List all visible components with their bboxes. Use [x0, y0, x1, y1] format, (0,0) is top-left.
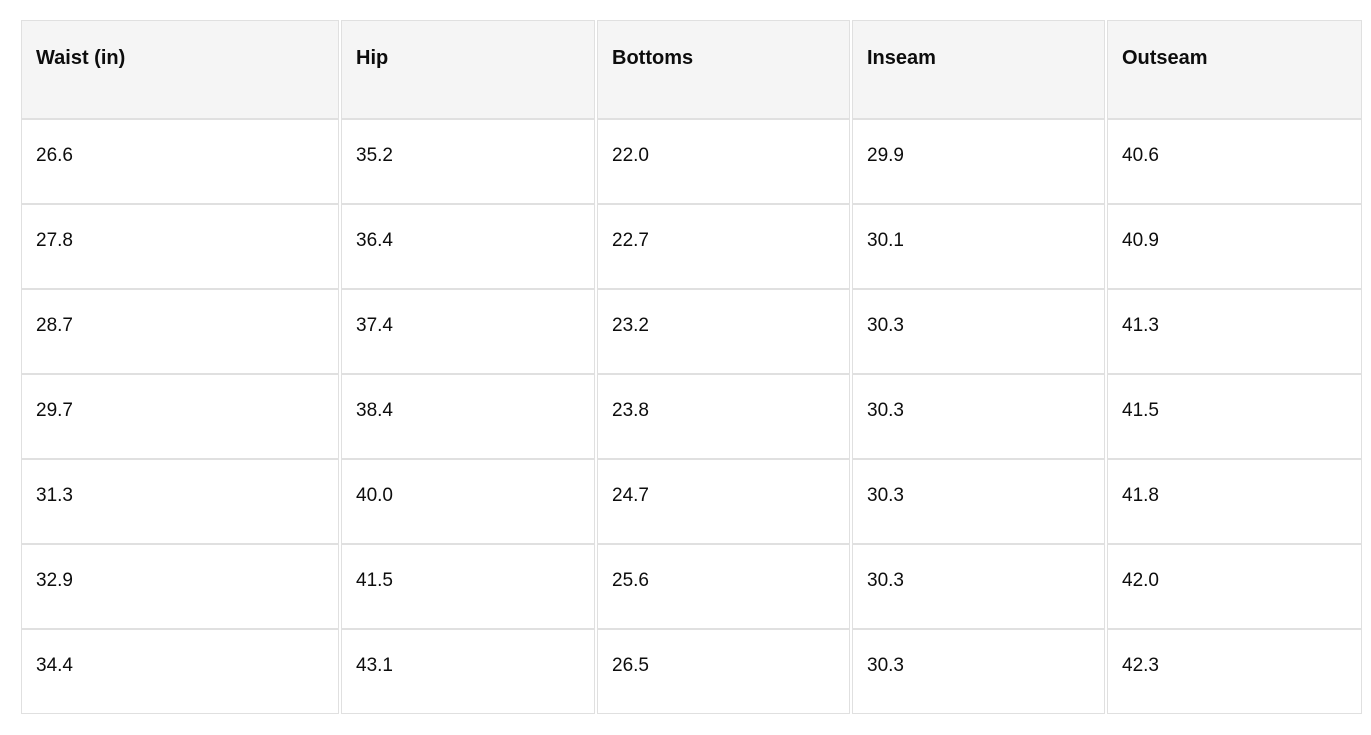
table-cell: 22.0 [597, 119, 850, 204]
column-header-outseam: Outseam [1107, 20, 1362, 119]
table-cell: 32.9 [21, 544, 339, 629]
table-cell: 24.7 [597, 459, 850, 544]
table-cell: 37.4 [341, 289, 595, 374]
table-cell: 26.6 [21, 119, 339, 204]
table-row: 28.7 37.4 23.2 30.3 41.3 [21, 289, 1362, 374]
table-row: 32.9 41.5 25.6 30.3 42.0 [21, 544, 1362, 629]
table-body: 26.6 35.2 22.0 29.9 40.6 27.8 36.4 22.7 … [21, 119, 1362, 714]
table-cell: 42.0 [1107, 544, 1362, 629]
table-cell: 41.8 [1107, 459, 1362, 544]
table-cell: 40.9 [1107, 204, 1362, 289]
table-cell: 29.9 [852, 119, 1105, 204]
table-cell: 29.7 [21, 374, 339, 459]
table-cell: 30.3 [852, 629, 1105, 714]
table-row: 27.8 36.4 22.7 30.1 40.9 [21, 204, 1362, 289]
table-cell: 38.4 [341, 374, 595, 459]
table-cell: 23.8 [597, 374, 850, 459]
table-cell: 26.5 [597, 629, 850, 714]
table-cell: 42.3 [1107, 629, 1362, 714]
table-cell: 41.3 [1107, 289, 1362, 374]
table-cell: 36.4 [341, 204, 595, 289]
table-cell: 41.5 [1107, 374, 1362, 459]
table-cell: 22.7 [597, 204, 850, 289]
table-cell: 25.6 [597, 544, 850, 629]
table-cell: 40.0 [341, 459, 595, 544]
table-cell: 41.5 [341, 544, 595, 629]
table-cell: 30.3 [852, 544, 1105, 629]
column-header-bottoms: Bottoms [597, 20, 850, 119]
table-cell: 27.8 [21, 204, 339, 289]
table-cell: 30.3 [852, 289, 1105, 374]
column-header-hip: Hip [341, 20, 595, 119]
table-row: 34.4 43.1 26.5 30.3 42.3 [21, 629, 1362, 714]
table-cell: 40.6 [1107, 119, 1362, 204]
table-cell: 35.2 [341, 119, 595, 204]
table-cell: 28.7 [21, 289, 339, 374]
table-cell: 43.1 [341, 629, 595, 714]
table-cell: 30.1 [852, 204, 1105, 289]
table-cell: 31.3 [21, 459, 339, 544]
table-cell: 30.3 [852, 374, 1105, 459]
table-cell: 34.4 [21, 629, 339, 714]
table-row: 26.6 35.2 22.0 29.9 40.6 [21, 119, 1362, 204]
size-table: Waist (in) Hip Bottoms Inseam Outseam 26… [19, 20, 1364, 714]
column-header-inseam: Inseam [852, 20, 1105, 119]
table-row: 31.3 40.0 24.7 30.3 41.8 [21, 459, 1362, 544]
size-table-container: Waist (in) Hip Bottoms Inseam Outseam 26… [19, 20, 1364, 714]
table-header-row: Waist (in) Hip Bottoms Inseam Outseam [21, 20, 1362, 119]
table-row: 29.7 38.4 23.8 30.3 41.5 [21, 374, 1362, 459]
table-header: Waist (in) Hip Bottoms Inseam Outseam [21, 20, 1362, 119]
column-header-waist: Waist (in) [21, 20, 339, 119]
table-cell: 23.2 [597, 289, 850, 374]
table-cell: 30.3 [852, 459, 1105, 544]
